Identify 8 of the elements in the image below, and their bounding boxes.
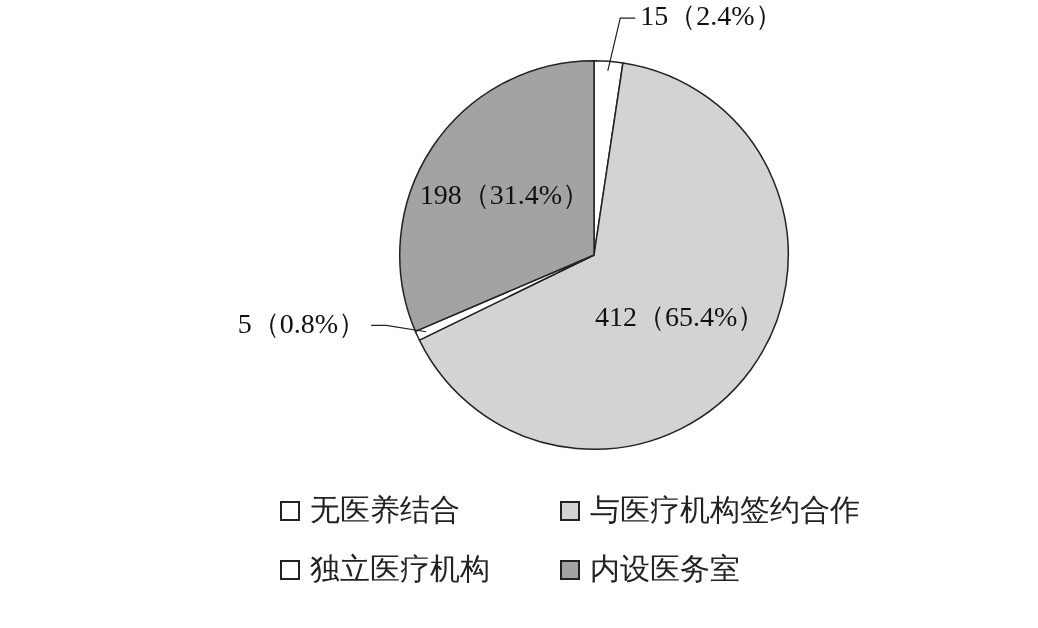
legend-label: 与医疗机构签约合作: [590, 491, 860, 529]
data-label: 198（31.4%）: [419, 178, 590, 210]
legend-label: 独立医疗机构: [310, 550, 490, 588]
legend-label: 无医养结合: [310, 491, 460, 529]
data-label: 412（65.4%）: [594, 300, 766, 332]
data-label: 5（0.8%）: [237, 307, 367, 339]
data-label: 15（2.4%）: [640, 0, 783, 32]
legend-label: 内设医务室: [590, 550, 740, 588]
